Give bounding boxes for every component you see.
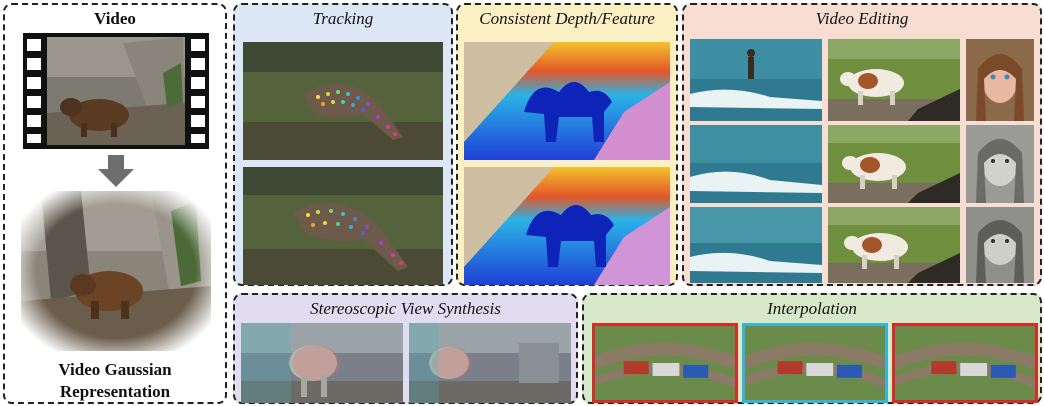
edit-surfer-2 <box>690 125 822 203</box>
interp-frame-1 <box>592 323 738 403</box>
edit-surfer-1 <box>690 39 822 121</box>
depth-frame-2 <box>464 167 670 285</box>
video-editing-panel: Video Editing <box>682 3 1042 286</box>
video-panel: Video <box>3 3 227 404</box>
video-title: Video <box>94 9 136 28</box>
gaussian-representation-image <box>21 191 211 351</box>
tracking-frame-1 <box>243 42 443 160</box>
film-strip-image <box>23 33 209 149</box>
caption-line-1: Video Gaussian <box>58 360 172 379</box>
tracking-panel: Tracking <box>233 3 453 286</box>
edit-surfer-3 <box>690 207 822 283</box>
edit-portrait-3 <box>966 207 1034 283</box>
video-editing-title: Video Editing <box>815 9 909 28</box>
depth-frame-1 <box>464 42 670 160</box>
film-holes-left <box>27 39 41 143</box>
tracking-title: Tracking <box>312 9 374 28</box>
stereo-frame-right <box>409 323 571 403</box>
tracking-points-1 <box>316 90 397 136</box>
film-holes-right <box>191 39 205 143</box>
stereo-title: Stereoscopic View Synthesis <box>310 299 501 318</box>
interpolation-panel: Interpolation <box>582 293 1042 404</box>
edit-cow-1 <box>828 39 960 121</box>
edit-cow-2 <box>828 125 960 203</box>
down-arrow-icon <box>98 155 134 187</box>
interp-frame-2 <box>742 323 888 403</box>
interpolation-title: Interpolation <box>767 299 857 318</box>
stereo-frame-left <box>241 323 403 403</box>
edit-portrait-2 <box>966 125 1034 203</box>
edit-portrait-1 <box>966 39 1034 121</box>
tracking-points-2 <box>306 209 403 265</box>
interp-frame-3 <box>892 323 1038 403</box>
edit-cow-3 <box>828 207 960 283</box>
stereo-panel: Stereoscopic View Synthesis <box>233 293 578 404</box>
caption-line-2: Representation <box>59 382 171 401</box>
depth-panel: Consistent Depth/Feature <box>456 3 678 286</box>
tracking-frame-2 <box>243 167 443 285</box>
depth-title: Consistent Depth/Feature <box>479 9 655 28</box>
